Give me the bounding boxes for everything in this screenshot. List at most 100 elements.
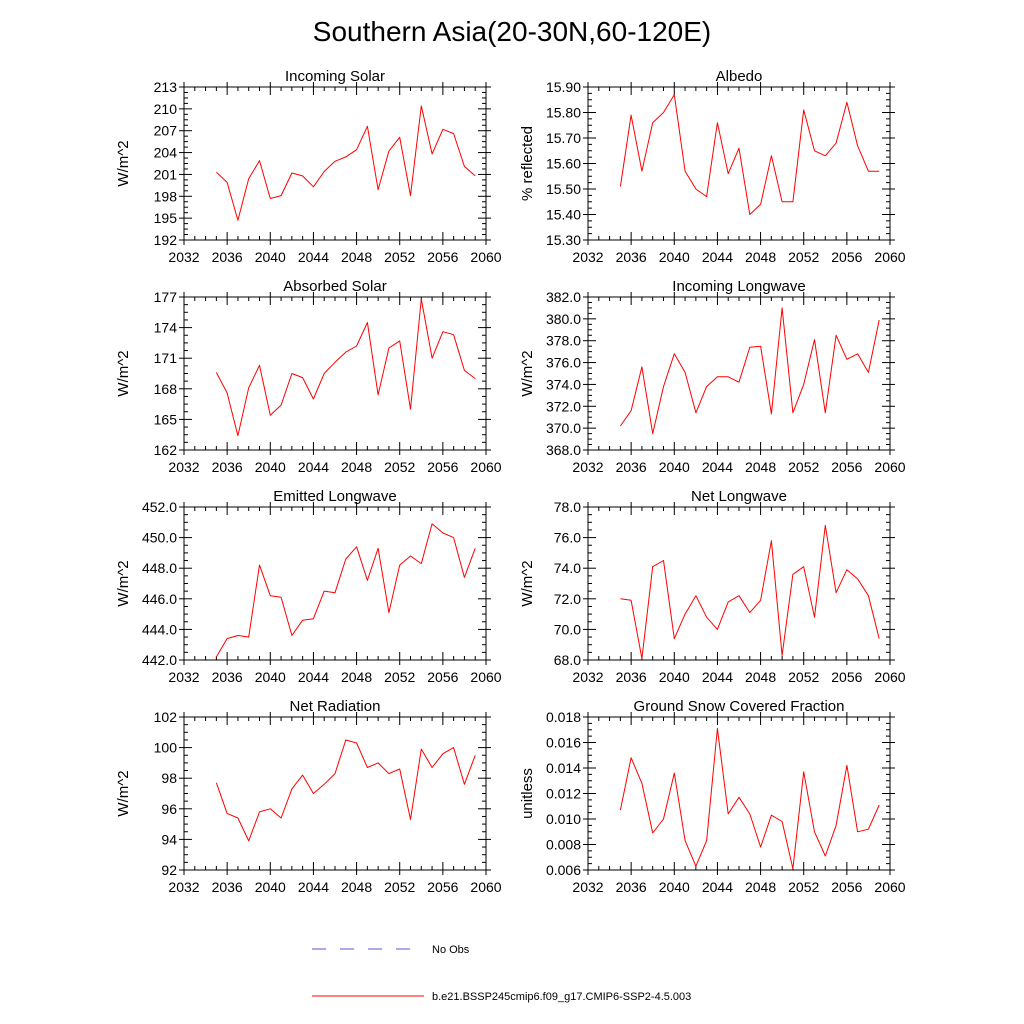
x-tick-label: 2056	[831, 669, 862, 685]
x-tick-label: 2036	[616, 459, 647, 475]
series-line-incoming-solar	[216, 105, 476, 221]
panel-ground-snow-covered-fraction: Ground Snow Covered Fraction unitless 2032…	[519, 698, 906, 895]
y-tick-label: 450.0	[142, 530, 177, 546]
y-tick-label: 442.0	[142, 652, 177, 668]
x-tick-label: 2056	[831, 459, 862, 475]
x-tick-label: 2052	[788, 249, 819, 265]
y-tick-label: 162	[154, 442, 178, 458]
series-line-emitted-longwave	[215, 523, 476, 658]
y-tick-label: 0.018	[546, 709, 581, 725]
y-tick-label: 98	[161, 770, 177, 786]
y-tick-label: 0.008	[546, 837, 581, 853]
x-tick-label: 2056	[427, 249, 458, 265]
plot-frame	[587, 506, 891, 661]
series-line-net-radiation	[215, 739, 476, 842]
y-tick-label: 204	[154, 145, 178, 161]
y-axis-label: unitless	[519, 768, 536, 819]
x-tick-label: 2044	[702, 249, 733, 265]
x-tick-label: 2060	[874, 669, 905, 685]
y-tick-label: 374.0	[546, 376, 581, 392]
plot-frame	[183, 86, 487, 241]
panel-albedo: Albedo % reflected 2032 2036 2040 2044 2048 205…	[519, 68, 906, 265]
y-tick-label: 378.0	[546, 333, 581, 349]
x-tick-label: 2048	[745, 879, 776, 895]
y-tick-label: 380.0	[546, 311, 581, 327]
x-tick-label: 2040	[255, 459, 286, 475]
panel-title: Incoming Longwave	[672, 278, 805, 295]
y-tick-label: 168	[154, 381, 178, 397]
y-axis-label: W/m^2	[115, 140, 132, 186]
y-tick-label: 76.0	[554, 530, 581, 546]
y-tick-label: 0.006	[546, 862, 581, 878]
y-tick-label: 0.012	[546, 786, 581, 802]
x-tick-label: 2048	[341, 459, 372, 475]
legend: No Obs b.e21.BSSP245cmip6.f09_g17.CMIP6-…	[312, 944, 691, 1003]
x-tick-label: 2040	[659, 459, 690, 475]
legend-model-label: b.e21.BSSP245cmip6.f09_g17.CMIP6-SSP2-4.…	[432, 991, 691, 1003]
x-tick-label: 2032	[168, 249, 199, 265]
y-tick-label: 0.014	[546, 760, 581, 776]
x-tick-label: 2036	[616, 249, 647, 265]
series-line-net-longwave	[620, 524, 880, 659]
y-tick-label: 0.016	[546, 735, 581, 751]
y-tick-label: 92	[161, 862, 177, 878]
y-tick-label: 372.0	[546, 398, 581, 414]
y-tick-label: 15.40	[546, 207, 581, 223]
x-tick-label: 2044	[702, 669, 733, 685]
y-tick-label: 210	[154, 101, 178, 117]
y-tick-label: 102	[154, 709, 178, 725]
x-tick-label: 2052	[384, 249, 415, 265]
x-tick-label: 2032	[572, 879, 603, 895]
y-tick-label: 15.30	[546, 232, 581, 248]
y-tick-label: 382.0	[546, 289, 581, 305]
figure-title: Southern Asia(20-30N,60-120E)	[313, 16, 711, 47]
y-axis-label: W/m^2	[519, 350, 536, 396]
y-axis-label: W/m^2	[115, 350, 132, 396]
y-tick-label: 96	[161, 801, 177, 817]
y-tick-label: 94	[161, 831, 177, 847]
y-tick-label: 446.0	[142, 591, 177, 607]
x-tick-label: 2040	[659, 669, 690, 685]
y-tick-label: 15.60	[546, 156, 581, 172]
panel-emitted-longwave: Emitted Longwave W/m^2 2032 2036 2040 2044 204…	[115, 488, 502, 685]
y-tick-label: 70.0	[554, 621, 581, 637]
x-tick-label: 2048	[341, 669, 372, 685]
x-tick-label: 2048	[341, 249, 372, 265]
panel-incoming-solar: Incoming Solar W/m^2 2032 2036 2040 2044 2048 2…	[115, 68, 502, 265]
x-tick-label: 2040	[255, 249, 286, 265]
y-tick-label: 192	[154, 232, 178, 248]
x-tick-label: 2036	[212, 669, 243, 685]
x-tick-label: 2060	[470, 879, 501, 895]
y-tick-label: 15.80	[546, 105, 581, 121]
y-tick-label: 0.010	[546, 811, 581, 827]
x-tick-label: 2044	[298, 249, 329, 265]
x-tick-label: 2036	[616, 669, 647, 685]
x-tick-label: 2040	[659, 879, 690, 895]
y-tick-label: 452.0	[142, 499, 177, 515]
x-tick-label: 2048	[745, 459, 776, 475]
y-tick-label: 171	[154, 350, 178, 366]
panel-title: Absorbed Solar	[283, 278, 386, 295]
x-tick-label: 2032	[572, 459, 603, 475]
panel-title: Net Longwave	[691, 488, 787, 505]
x-tick-label: 2060	[470, 669, 501, 685]
x-tick-label: 2036	[616, 879, 647, 895]
y-tick-label: 198	[154, 188, 178, 204]
x-tick-label: 2032	[572, 669, 603, 685]
series-line-albedo	[619, 94, 880, 215]
panels: Incoming Solar W/m^2 2032 2036 2040 2044 2048 2…	[115, 68, 906, 895]
x-tick-label: 2048	[341, 879, 372, 895]
y-tick-label: 15.90	[546, 79, 581, 95]
x-tick-label: 2040	[255, 879, 286, 895]
plot-frame	[587, 716, 891, 871]
x-tick-label: 2032	[572, 249, 603, 265]
y-tick-label: 213	[154, 79, 178, 95]
x-tick-label: 2036	[212, 879, 243, 895]
x-tick-label: 2052	[788, 459, 819, 475]
x-tick-label: 2044	[702, 459, 733, 475]
x-tick-label: 2056	[427, 879, 458, 895]
x-tick-label: 2044	[702, 879, 733, 895]
panel-title: Ground Snow Covered Fraction	[634, 698, 845, 715]
x-tick-label: 2048	[745, 669, 776, 685]
x-tick-label: 2052	[384, 879, 415, 895]
